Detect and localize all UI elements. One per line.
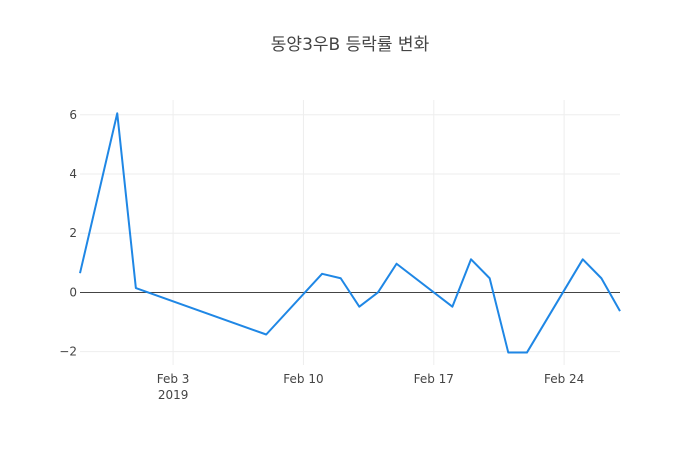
chart-title: 동양3우B 등락률 변화 [271, 35, 430, 55]
series-layer [79, 112, 621, 354]
x-tick-label: Feb 10 [283, 372, 323, 386]
y-tick-label: 2 [69, 226, 77, 240]
y-tick-label: 0 [69, 285, 77, 299]
x-tick-label: Feb 3 [157, 372, 190, 386]
x-tick-label: Feb 24 [544, 372, 584, 386]
y-tick-label: 6 [69, 108, 77, 122]
axis-layer: Feb 3 2019 Feb 10 Feb 17 Feb 24 −2 0 2 4 6 [59, 108, 584, 402]
grid-layer [80, 100, 620, 365]
series-line-0 [79, 112, 621, 354]
y-tick-label: −2 [59, 345, 77, 359]
y-tick-label: 4 [69, 167, 77, 181]
x-tick-label: Feb 17 [414, 372, 454, 386]
x-tick-sublabel: 2019 [158, 388, 189, 402]
